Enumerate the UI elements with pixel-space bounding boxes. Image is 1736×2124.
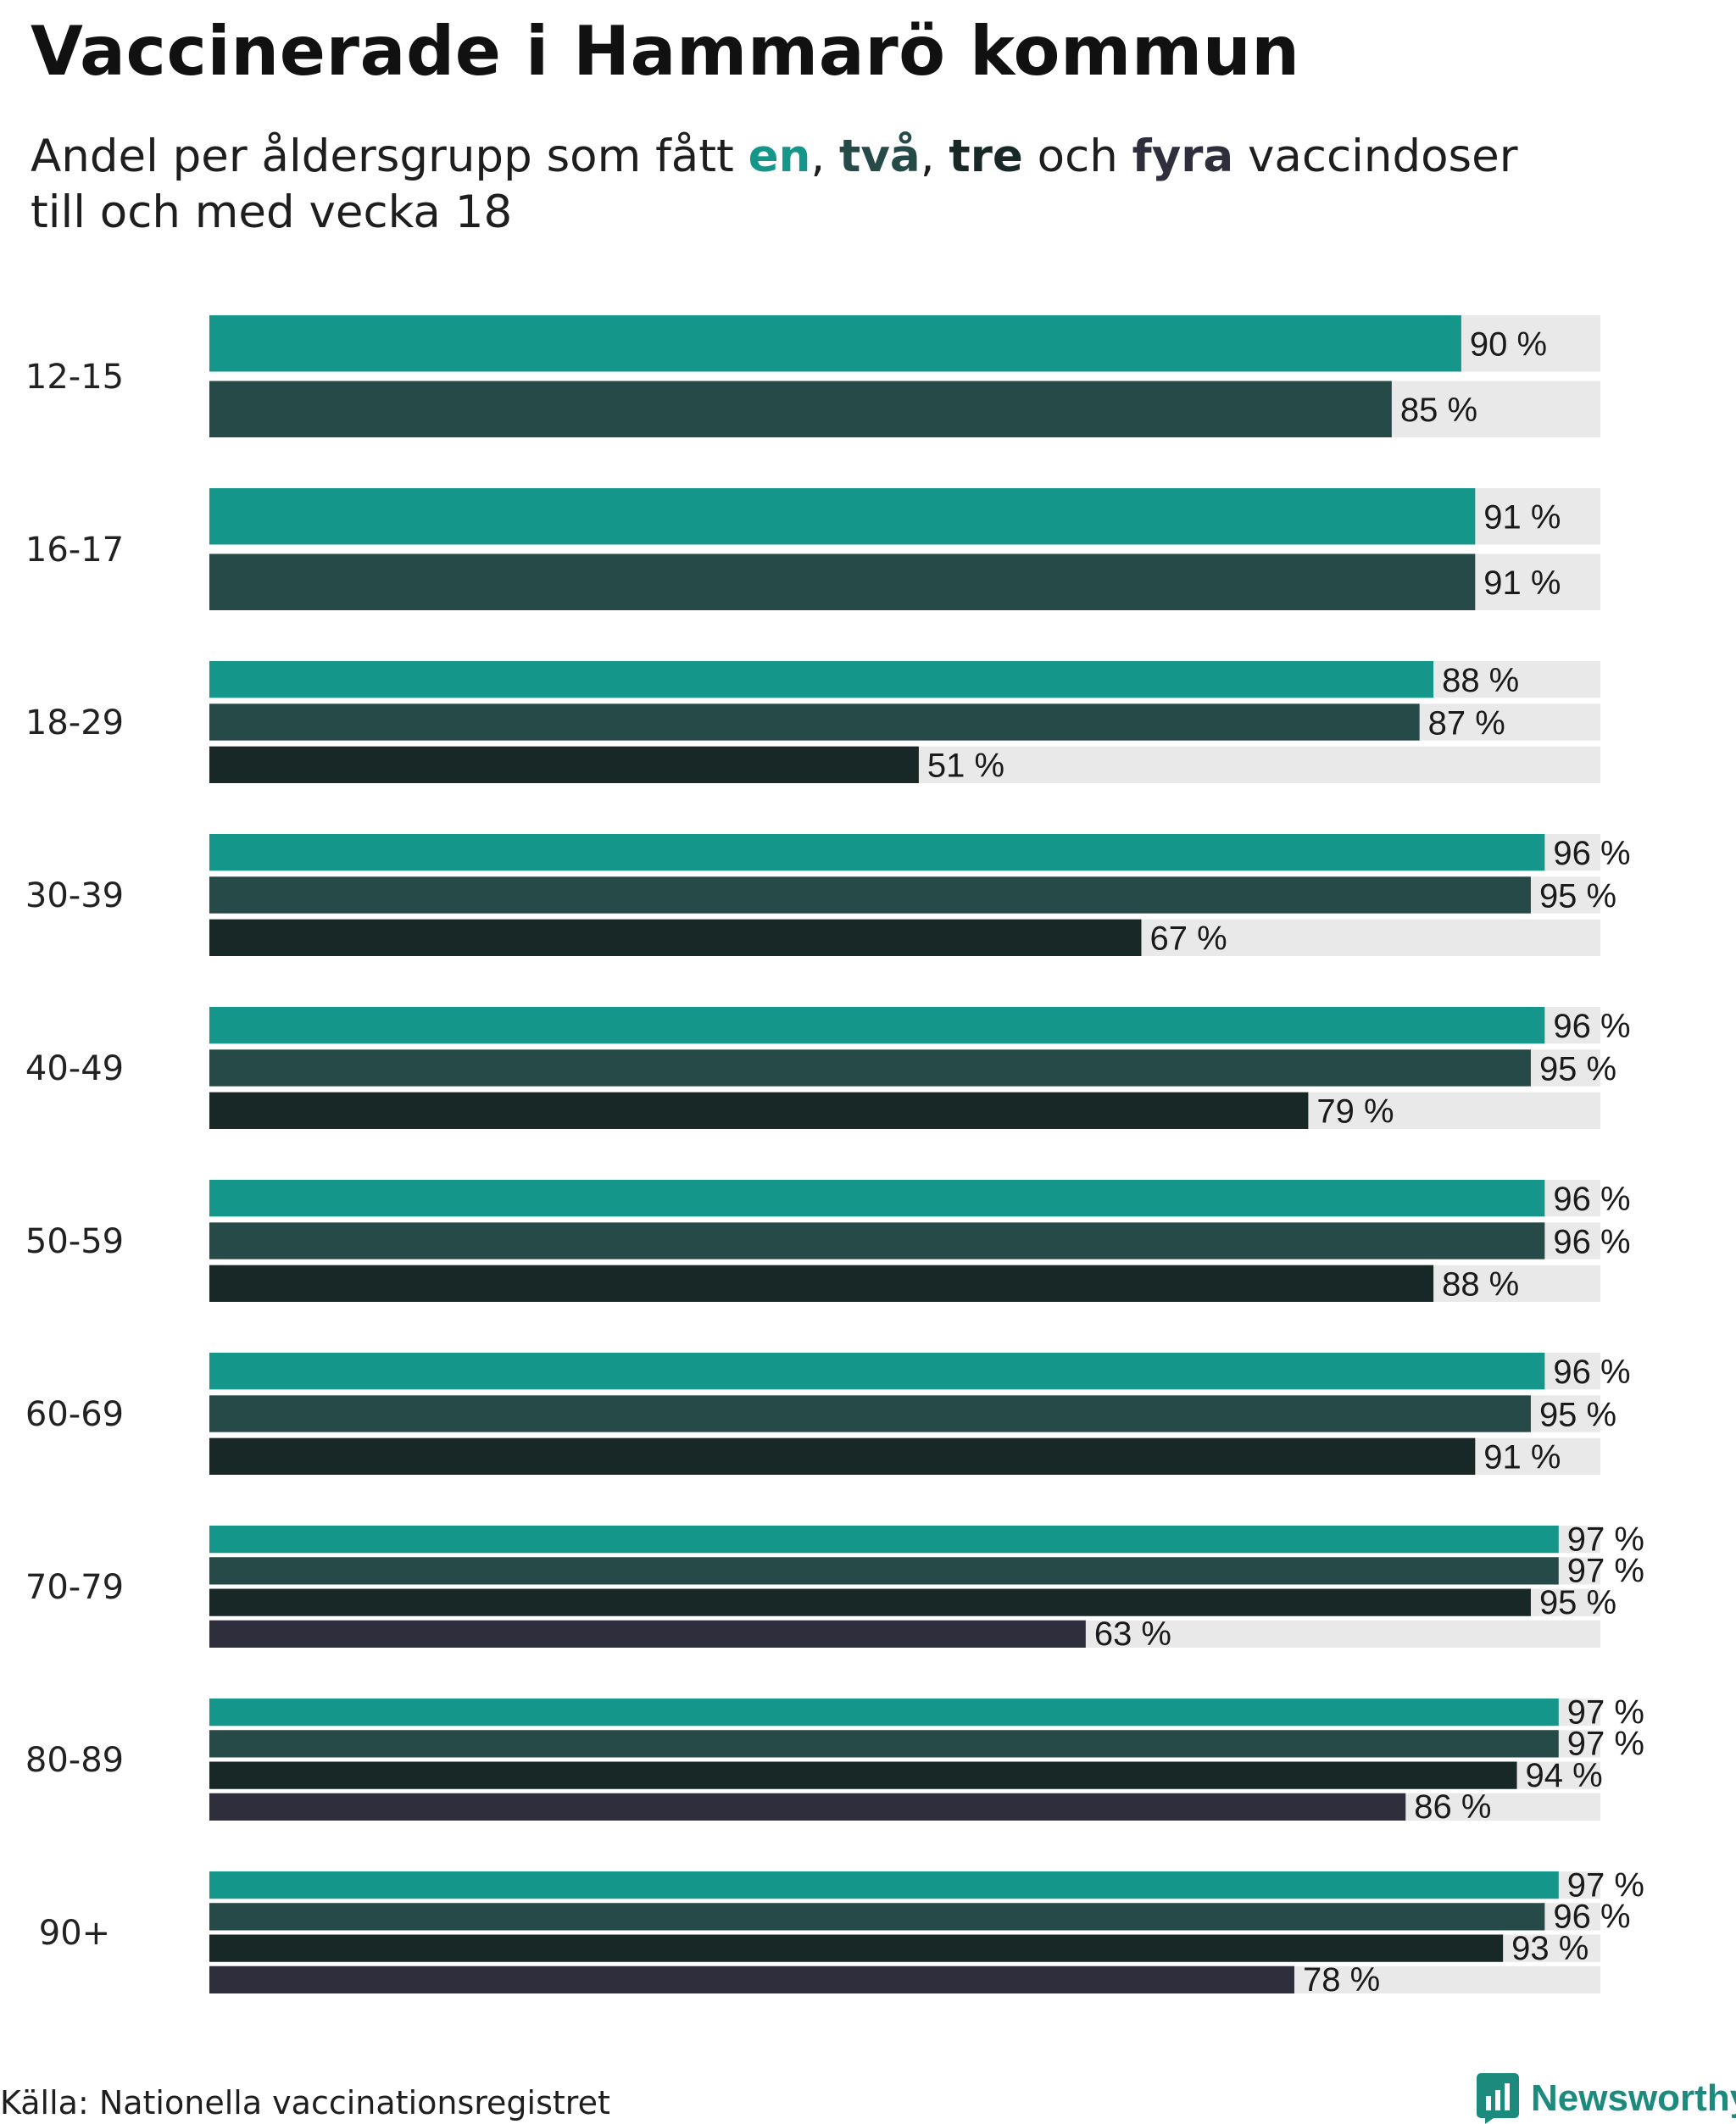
subtitle-sep-2: , <box>920 131 949 182</box>
logo-bar-3 <box>1505 2083 1510 2110</box>
chart-subtitle: Andel per åldersgrupp som fått en, två, … <box>31 129 1641 241</box>
bar-en <box>209 1007 1545 1044</box>
group-label: 30-39 <box>25 876 124 915</box>
group-label: 12-15 <box>25 358 124 397</box>
group-label: 90+ <box>39 1914 110 1953</box>
value-label: 91 % <box>1483 1439 1561 1476</box>
bar-en <box>209 834 1545 871</box>
value-label: 96 % <box>1553 835 1630 872</box>
value-label: 97 % <box>1567 1866 1644 1904</box>
bar-fyra <box>209 1793 1406 1821</box>
value-label: 97 % <box>1567 1521 1644 1558</box>
legend-tre: tre <box>949 131 1023 182</box>
value-label: 88 % <box>1442 662 1519 699</box>
bar-en <box>209 1526 1559 1554</box>
value-label: 95 % <box>1539 1050 1616 1087</box>
legend-en: en <box>748 131 811 182</box>
bar-två <box>209 1903 1545 1931</box>
value-label: 67 % <box>1149 920 1227 958</box>
source-note: Källa: Nationella vaccinationsregistret <box>0 2084 610 2121</box>
subtitle-suffix: vaccindoser <box>1233 131 1518 182</box>
value-label: 79 % <box>1316 1093 1394 1131</box>
bar-två <box>209 1049 1531 1087</box>
value-label: 93 % <box>1511 1930 1589 1967</box>
subtitle-sep-1: , <box>810 131 840 182</box>
logo-bar-2 <box>1495 2090 1500 2110</box>
bar-två <box>209 1222 1545 1259</box>
legend-tva: två <box>839 131 921 182</box>
value-label: 85 % <box>1400 392 1477 429</box>
group-label: 80-89 <box>25 1741 124 1780</box>
bar-tre <box>209 1761 1517 1789</box>
value-label: 95 % <box>1539 877 1616 915</box>
group-label: 16-17 <box>25 531 124 570</box>
bar-tre <box>209 919 1142 956</box>
value-label: 88 % <box>1442 1266 1519 1304</box>
bar-två <box>209 1395 1531 1432</box>
value-label: 95 % <box>1539 1396 1616 1433</box>
bar-två <box>209 1730 1559 1758</box>
value-label: 97 % <box>1567 1726 1644 1763</box>
brand-name: Newsworthy <box>1531 2077 1736 2119</box>
newsworthy-logo-icon <box>1477 2073 1519 2124</box>
value-label: 87 % <box>1428 704 1505 742</box>
group-label: 18-29 <box>25 703 124 742</box>
value-label: 96 % <box>1553 1899 1630 1936</box>
value-label: 96 % <box>1553 1354 1630 1391</box>
subtitle-prefix: Andel per åldersgrupp som fått <box>31 131 748 182</box>
value-label: 97 % <box>1567 1693 1644 1731</box>
legend-fyra: fyra <box>1132 131 1234 182</box>
bar-tre <box>209 1092 1309 1129</box>
bar-två <box>209 703 1420 741</box>
bar-en <box>209 1180 1545 1217</box>
bar-en <box>209 1699 1559 1726</box>
value-label: 94 % <box>1526 1757 1603 1794</box>
bar-en <box>209 315 1461 372</box>
bar-tre <box>209 1265 1434 1302</box>
value-label: 90 % <box>1470 326 1547 364</box>
value-label: 91 % <box>1483 564 1561 602</box>
brand: Newsworthy <box>1477 2073 1736 2124</box>
bar-fyra <box>209 1966 1294 1993</box>
value-label: 63 % <box>1094 1615 1171 1653</box>
value-label: 97 % <box>1567 1553 1644 1590</box>
bar-tre <box>209 1588 1531 1616</box>
bar-två <box>209 1557 1559 1585</box>
subtitle-sep-3: och <box>1022 131 1132 182</box>
bar-tre <box>209 1934 1504 1962</box>
value-label: 96 % <box>1553 1181 1630 1218</box>
value-label: 96 % <box>1553 1008 1630 1045</box>
value-label: 51 % <box>927 748 1004 785</box>
bar-en <box>209 1353 1545 1390</box>
value-label: 91 % <box>1483 499 1561 537</box>
value-label: 96 % <box>1553 1223 1630 1260</box>
bar-två <box>209 553 1476 610</box>
bar-tre <box>209 1437 1476 1475</box>
bar-tre <box>209 746 919 783</box>
subtitle-line-2: till och med vecka 18 <box>31 186 513 238</box>
group-label: 70-79 <box>25 1568 124 1607</box>
logo-bar-1 <box>1486 2096 1491 2110</box>
bar-två <box>209 876 1531 914</box>
bar-en <box>209 661 1434 698</box>
bar-två <box>209 381 1392 437</box>
value-label: 78 % <box>1303 1961 1380 1999</box>
bar-chart: 12-15 90 % 85 % 16-17 91 % 91 % 18-29 88 % 87 % 5… <box>25 315 1644 1999</box>
bar-en <box>209 1871 1559 1899</box>
group-label: 50-59 <box>25 1222 124 1261</box>
group-label: 40-49 <box>25 1049 124 1088</box>
chart-title: Vaccinerade i Hammarö kommun <box>31 12 1300 91</box>
group-label: 60-69 <box>25 1395 124 1434</box>
value-label: 86 % <box>1414 1788 1491 1826</box>
bar-fyra <box>209 1620 1086 1648</box>
value-label: 95 % <box>1539 1584 1616 1621</box>
bar-en <box>209 488 1476 545</box>
